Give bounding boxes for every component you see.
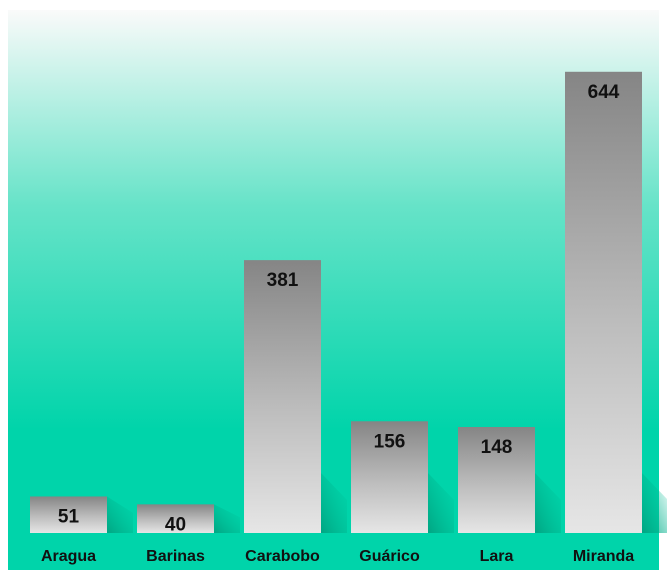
value-label-miranda: 644 [588, 82, 620, 103]
value-label-barinas: 40 [165, 514, 186, 535]
value-labels: 51 40 381 156 148 644 [58, 82, 620, 536]
bar-shadow-miranda [642, 473, 667, 533]
bar-miranda [565, 71, 642, 534]
value-label-lara: 148 [481, 437, 513, 458]
bar-shadow-lara [535, 473, 561, 533]
bar-shadow-carabobo [321, 473, 347, 533]
bar-lara [458, 427, 535, 533]
bar-shadow-guarico [428, 473, 454, 533]
bar-shadows [107, 473, 667, 533]
plot-background [8, 10, 659, 570]
bar-aragua [30, 496, 107, 533]
category-label-guarico: Guárico [359, 548, 420, 565]
category-label-miranda: Miranda [573, 548, 634, 565]
bar-shadow-barinas [214, 504, 240, 533]
value-label-aragua: 51 [58, 506, 80, 527]
bars [30, 71, 642, 534]
value-label-carabobo: 381 [267, 270, 299, 291]
category-label-lara: Lara [480, 548, 514, 565]
category-label-barinas: Barinas [146, 548, 205, 565]
bar-shadow-aragua [107, 496, 133, 533]
category-label-aragua: Aragua [41, 548, 96, 565]
category-labels: Aragua Barinas Carabobo Guárico Lara Miranda [41, 548, 634, 565]
category-label-carabobo: Carabobo [245, 548, 320, 565]
value-label-guarico: 156 [374, 431, 406, 452]
bar-carabobo [244, 260, 321, 533]
bar-barinas [137, 504, 214, 533]
bar-guarico [351, 421, 428, 533]
